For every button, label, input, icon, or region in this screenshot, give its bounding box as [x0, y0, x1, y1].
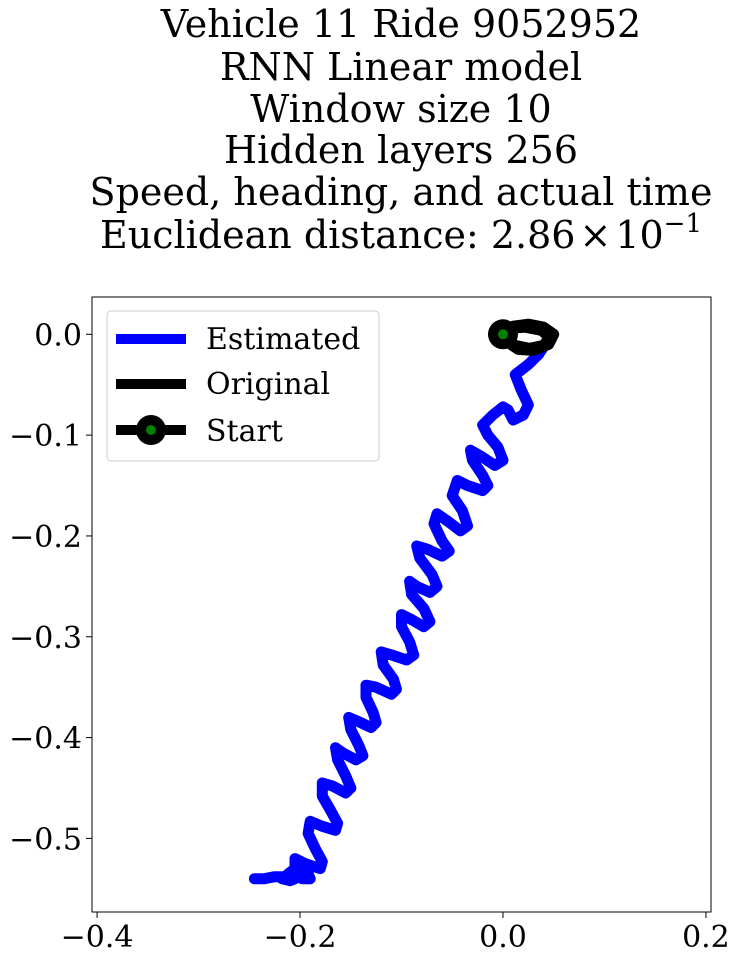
x-tick-label: 0.2 [682, 920, 730, 955]
start-marker-layer [487, 319, 518, 350]
estimated-series-layer [248, 333, 555, 887]
distance-mantissa: 2.86 [491, 213, 576, 257]
title-line-model: RNN Linear model [220, 45, 582, 89]
title-line-window: Window size 10 [250, 87, 551, 131]
start-marker-center [497, 329, 508, 340]
axes-frame [91, 296, 712, 913]
legend: Estimated Original Start [106, 310, 380, 462]
legend-box [106, 310, 380, 462]
y-axis: 0.0 −0.1 −0.2 −0.3 −0.4 −0.5 [9, 318, 92, 857]
y-tick-label: −0.4 [9, 722, 82, 757]
legend-estimated-label: Estimated [206, 322, 360, 357]
figure-title: Vehicle 11 Ride 9052952 RNN Linear model… [90, 2, 713, 257]
x-tick-label: −0.2 [264, 920, 337, 955]
x-tick-label: −0.4 [61, 920, 134, 955]
y-tick-label: −0.3 [9, 621, 82, 656]
x-axis: −0.4 −0.2 0.0 0.2 [61, 912, 730, 955]
estimated-trajectory-line [248, 333, 555, 887]
title-line-vehicle: Vehicle 11 Ride 9052952 [160, 2, 641, 46]
legend-start-label: Start [206, 414, 283, 449]
y-tick-label: −0.1 [9, 419, 82, 454]
y-tick-label: −0.2 [9, 520, 82, 555]
legend-original-label: Original [206, 367, 330, 402]
y-tick-label: 0.0 [34, 318, 82, 353]
distance-label: Euclidean distance: [100, 213, 491, 257]
legend-start-marker-center [146, 425, 156, 435]
distance-base: 10 [615, 213, 663, 257]
title-line-distance: Euclidean distance: 2.86 × 10−1 [100, 209, 702, 257]
title-line-hidden: Hidden layers 256 [224, 128, 578, 172]
plot-area [248, 318, 560, 887]
y-tick-label: −0.5 [9, 822, 82, 857]
distance-times: × [579, 213, 611, 257]
x-tick-label: 0.0 [479, 920, 527, 955]
distance-exponent: −1 [664, 209, 702, 239]
title-line-features: Speed, heading, and actual time [90, 170, 713, 214]
